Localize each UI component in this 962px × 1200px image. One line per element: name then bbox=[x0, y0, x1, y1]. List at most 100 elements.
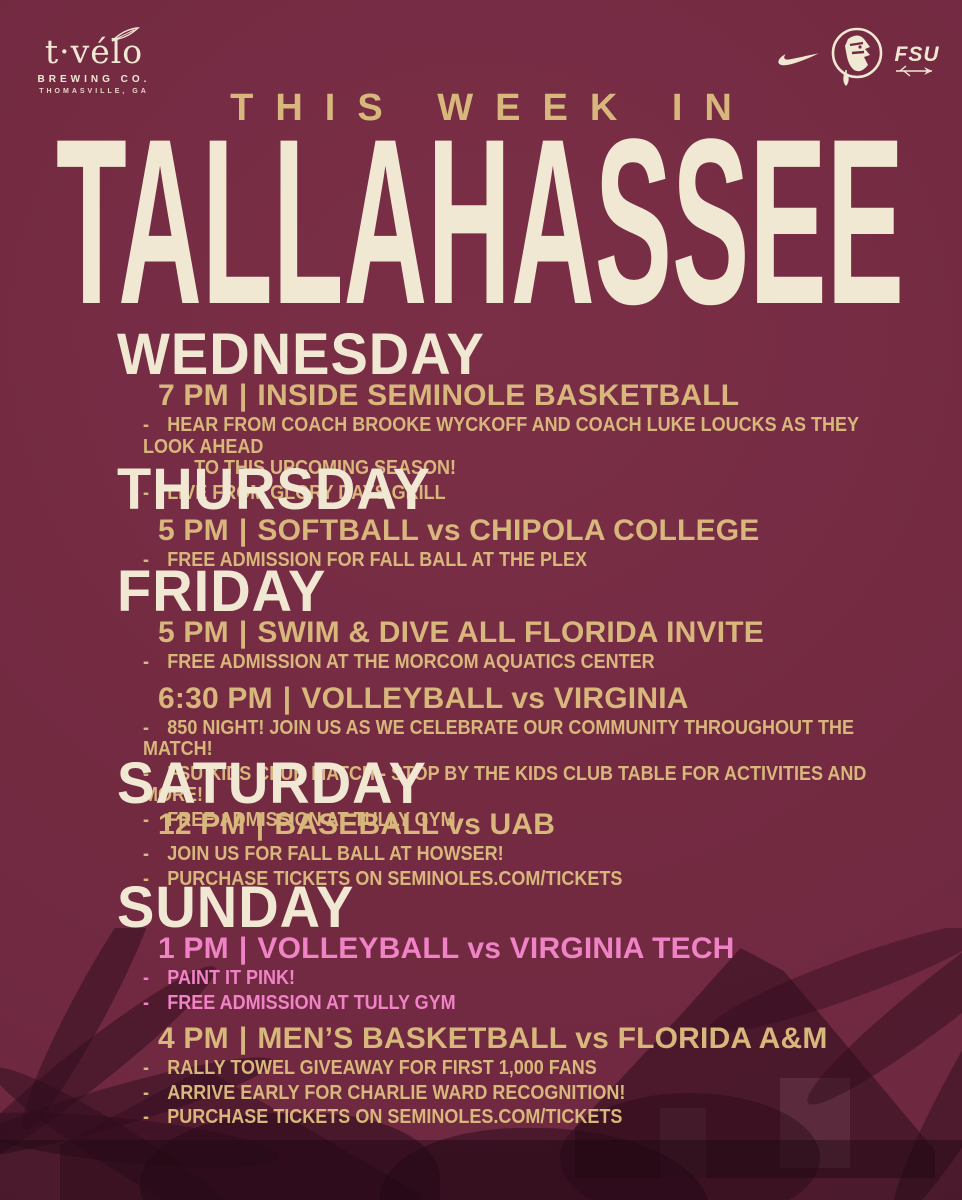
bullet-item: - HEAR FROM COACH BROOKE WYCKOFF AND COAC… bbox=[143, 414, 880, 480]
bullet-dash: - bbox=[143, 808, 150, 831]
bullet-line: TO THIS UPCOMING SEASON! bbox=[194, 457, 456, 479]
tree-silhouette bbox=[560, 1093, 820, 1200]
fsu-wordmark-block: FSU bbox=[894, 43, 940, 77]
day-name: THURSDAY bbox=[117, 455, 431, 522]
bullet-line: - PURCHASE TICKETS ON SEMINOLES.COM/TICKE… bbox=[143, 1106, 880, 1129]
bullet-item: - FREE ADMISSION AT TULLY GYM bbox=[143, 991, 880, 1015]
bullet-dash: - bbox=[143, 716, 150, 739]
bullet-line: - FREE ADMISSION AT TULLY GYM bbox=[143, 991, 880, 1015]
brewery-subtitle: BREWING CO. bbox=[37, 74, 151, 85]
bullet-item: - FREE ADMISSION FOR FALL BALL AT THE PLE… bbox=[143, 549, 880, 572]
bullet-text: FREE ADMISSION FOR FALL BALL AT THE PLEX bbox=[167, 549, 587, 571]
event-separator: | bbox=[238, 514, 248, 547]
event-title-line: 5 PM | SOFTBALL vs CHIPOLA COLLEGE bbox=[0, 516, 962, 546]
event: 7 PM | INSIDE SEMINOLE BASKETBALL - HEAR FR… bbox=[0, 381, 962, 504]
bullet-text: HEAR FROM COACH BROOKE WYCKOFF AND COACH… bbox=[143, 414, 859, 458]
event-time: 5 PM bbox=[158, 616, 229, 649]
day-name: SATURDAY bbox=[117, 749, 427, 816]
event: 5 PM | SOFTBALL vs CHIPOLA COLLEGE - FREE A… bbox=[0, 516, 962, 572]
event-title: INSIDE SEMINOLE BASKETBALL bbox=[257, 379, 740, 412]
poster-title: TALLAHASSEE bbox=[56, 130, 904, 312]
event-title: SWIM & DIVE ALL FLORIDA INVITE bbox=[257, 616, 764, 649]
event: 6:30 PM | VOLLEYBALL vs VIRGINIA -850 NIGH… bbox=[0, 681, 962, 832]
bullet-text: PAINT IT PINK! bbox=[167, 967, 295, 989]
bullet-item: - ARRIVE EARLY FOR CHARLIE WARD RECOGNITI… bbox=[143, 1081, 880, 1105]
event-title: SOFTBALL vs CHIPOLA COLLEGE bbox=[257, 514, 760, 547]
bullet-text: 850 NIGHT! JOIN US AS WE CELEBRATE OUR C… bbox=[143, 716, 855, 760]
kicker-text: THIS WEEK IN bbox=[230, 87, 754, 129]
bullet-line: - FREE ADMISSION AT THE MORCOM AQUATICS C… bbox=[143, 651, 880, 674]
bullet-dash: - bbox=[143, 1081, 150, 1104]
event-bullets: - JOIN US FOR FALL BALL AT HOWSER! - PURCH… bbox=[0, 843, 962, 891]
event-title-line: 12 PM | BASEBALL vs UAB bbox=[0, 810, 962, 840]
bullet-line: - FREE ADMISSION AT TULLY GYM bbox=[143, 808, 880, 832]
bullet-dash: - bbox=[143, 762, 150, 785]
event-bullets: - HEAR FROM COACH BROOKE WYCKOFF AND COAC… bbox=[0, 414, 962, 505]
background-scenery bbox=[0, 928, 962, 1200]
fsu-wordmark: FSU bbox=[894, 43, 940, 66]
day-section-thursday: THURSDAY 5 PM | SOFTBALL vs CHIPOLA COLLEG… bbox=[0, 455, 962, 572]
day-section-saturday: SATURDAY 12 PM | BASEBALL vs UAB - JOIN US … bbox=[0, 749, 962, 890]
event-separator: | bbox=[238, 616, 248, 649]
bullet-text: RALLY TOWEL GIVEAWAY FOR FIRST 1,000 FAN… bbox=[167, 1057, 597, 1079]
day-section-sunday: SUNDAY 1 PM | VOLLEYBALL vs VIRGINIA TECH … bbox=[0, 877, 962, 1129]
bullet-dash: - bbox=[143, 414, 150, 436]
partner-logos: FSU bbox=[776, 26, 940, 88]
window-highlight bbox=[780, 1078, 850, 1168]
brewery-logo: t·vélo BREWING CO. THOMASVILLE, GA bbox=[26, 27, 162, 95]
bullet-text: PURCHASE TICKETS ON SEMINOLES.COM/TICKET… bbox=[167, 867, 623, 890]
event-title-line: 7 PM | INSIDE SEMINOLE BASKETBALL bbox=[0, 381, 962, 411]
bullet-item: - JOIN US FOR FALL BALL AT HOWSER! bbox=[143, 843, 880, 866]
bullet-item: - FSU KIDS CLUB MATCH - STOP BY THE KIDS … bbox=[143, 762, 880, 807]
bullet-dash: - bbox=[143, 991, 150, 1014]
event-bullets: - RALLY TOWEL GIVEAWAY FOR FIRST 1,000 FA… bbox=[0, 1057, 962, 1129]
event-time: 7 PM bbox=[158, 379, 229, 412]
bullet-text: FREE ADMISSION AT TULLY GYM bbox=[167, 991, 456, 1014]
bullet-item: - PAINT IT PINK! bbox=[143, 967, 880, 990]
day-section-friday: FRIDAY 5 PM | SWIM & DIVE ALL FLORIDA INVI… bbox=[0, 561, 962, 832]
event: 1 PM | VOLLEYBALL vs VIRGINIA TECH - PAINT … bbox=[0, 934, 962, 1014]
event-separator: | bbox=[255, 808, 265, 841]
event-title-line: 1 PM | VOLLEYBALL vs VIRGINIA TECH bbox=[0, 934, 962, 964]
bullet-item: - FREE ADMISSION AT THE MORCOM AQUATICS C… bbox=[143, 651, 880, 674]
seminole-head-icon bbox=[831, 27, 883, 86]
bullet-item: -850 NIGHT! JOIN US AS WE CELEBRATE OUR … bbox=[143, 716, 880, 761]
event-title: BASEBALL vs UAB bbox=[274, 808, 556, 841]
bullet-text: JOIN US FOR FALL BALL AT HOWSER! bbox=[167, 843, 504, 865]
window-highlight bbox=[660, 1108, 706, 1178]
event: 12 PM | BASEBALL vs UAB - JOIN US FOR FALL … bbox=[0, 810, 962, 890]
bullet-line: - PAINT IT PINK! bbox=[143, 967, 880, 990]
day-name: WEDNESDAY bbox=[117, 320, 485, 387]
event-time: 12 PM bbox=[158, 808, 246, 841]
foliage-strip bbox=[0, 1140, 962, 1200]
bullet-dash: - bbox=[143, 867, 150, 890]
bullet-line: - HEAR FROM COACH BROOKE WYCKOFF AND COAC… bbox=[143, 414, 880, 458]
bullet-item: - PURCHASE TICKETS ON SEMINOLES.COM/TICKE… bbox=[143, 867, 880, 891]
bullet-dash: - bbox=[143, 967, 150, 989]
bullet-text: FSU KIDS CLUB MATCH - STOP BY THE KIDS C… bbox=[143, 762, 867, 806]
svg-text:TALLAHASSEE: TALLAHASSEE bbox=[56, 130, 904, 312]
event-bullets: - FREE ADMISSION FOR FALL BALL AT THE PLE… bbox=[0, 549, 962, 572]
bullet-item: - LIVE FROM GLORY DAYS GRILL bbox=[143, 481, 880, 505]
bullet-dash: - bbox=[143, 651, 150, 673]
bullet-line: - FREE ADMISSION FOR FALL BALL AT THE PLE… bbox=[143, 549, 880, 572]
bullet-text: ARRIVE EARLY FOR CHARLIE WARD RECOGNITIO… bbox=[167, 1081, 626, 1104]
nike-swoosh-icon bbox=[778, 53, 819, 66]
event-bullets: - FREE ADMISSION AT THE MORCOM AQUATICS C… bbox=[0, 651, 962, 674]
event-separator: | bbox=[238, 1022, 248, 1055]
event-bullets: -850 NIGHT! JOIN US AS WE CELEBRATE OUR … bbox=[0, 716, 962, 832]
event-title: VOLLEYBALL vs VIRGINIA bbox=[301, 681, 689, 715]
bullet-text: FREE ADMISSION AT THE MORCOM AQUATICS CE… bbox=[167, 651, 655, 673]
brewery-location: THOMASVILLE, GA bbox=[39, 88, 149, 95]
event: 4 PM | MEN’S BASKETBALL vs FLORIDA A&M - RA… bbox=[0, 1024, 962, 1129]
event-separator: | bbox=[238, 379, 248, 412]
event-time: 4 PM bbox=[158, 1022, 229, 1055]
event-time: 1 PM bbox=[158, 932, 229, 965]
feather-icon bbox=[111, 27, 140, 42]
brewery-name: t·vélo bbox=[44, 32, 144, 71]
bullet-text: LIVE FROM GLORY DAYS GRILL bbox=[167, 481, 446, 504]
bullet-line: - RALLY TOWEL GIVEAWAY FOR FIRST 1,000 FA… bbox=[143, 1057, 880, 1080]
bullet-dash: - bbox=[143, 1106, 150, 1128]
event-title-line: 5 PM | SWIM & DIVE ALL FLORIDA INVITE bbox=[0, 618, 962, 648]
